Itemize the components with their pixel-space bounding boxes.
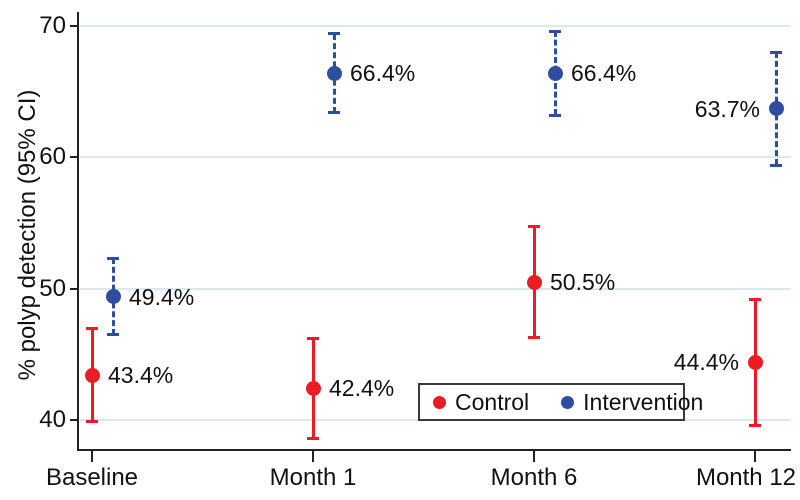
x-tick bbox=[312, 450, 314, 462]
error-bar-cap-top-intervention-month-6 bbox=[549, 29, 561, 33]
y-tick-label: 50 bbox=[39, 274, 66, 302]
y-tick bbox=[70, 156, 78, 159]
data-point-label-control-baseline: 43.4% bbox=[108, 362, 174, 389]
legend-label-control: Control bbox=[455, 389, 530, 415]
control-marker-icon bbox=[433, 395, 446, 409]
data-point-label-intervention-month-1: 66.4% bbox=[350, 60, 416, 87]
gridline bbox=[80, 287, 791, 290]
x-tick-label: Month 6 bbox=[490, 464, 578, 491]
x-tick-label: Month 1 bbox=[269, 464, 357, 491]
error-bar-cap-bottom-intervention-month-6 bbox=[549, 113, 561, 117]
x-tick-label: Month 12 bbox=[695, 464, 797, 491]
error-bar-cap-top-intervention-month-1 bbox=[328, 32, 340, 36]
y-tick-label: 40 bbox=[39, 406, 66, 433]
error-bar-cap-bottom-control-baseline bbox=[86, 419, 98, 423]
x-tick bbox=[533, 450, 535, 462]
gridline bbox=[80, 156, 791, 159]
data-point-marker-intervention-baseline bbox=[105, 289, 121, 305]
error-bar-cap-bottom-control-month-1 bbox=[307, 436, 319, 440]
data-point-marker-intervention-month-1 bbox=[326, 65, 342, 81]
data-point-marker-control-month-12 bbox=[747, 354, 763, 370]
legend-item-control: Control bbox=[433, 390, 529, 414]
x-tick-label: Baseline bbox=[45, 464, 139, 491]
legend-label-intervention: Intervention bbox=[583, 389, 704, 415]
data-point-label-control-month-6: 50.5% bbox=[550, 269, 616, 296]
data-point-label-intervention-month-6: 66.4% bbox=[571, 60, 637, 87]
x-tick bbox=[91, 450, 93, 462]
error-bar-cap-top-control-month-6 bbox=[528, 225, 540, 229]
error-bar-cap-bottom-intervention-month-1 bbox=[328, 111, 340, 115]
error-bar-cap-top-control-month-1 bbox=[307, 337, 319, 341]
x-axis-line bbox=[77, 449, 791, 451]
error-bar-cap-bottom-intervention-month-12 bbox=[770, 163, 782, 167]
gridline bbox=[80, 25, 791, 27]
intervention-marker-icon bbox=[561, 395, 575, 409]
legend-item-intervention: Intervention bbox=[561, 390, 703, 414]
y-tick-label: 60 bbox=[39, 143, 66, 171]
y-tick-label: 70 bbox=[39, 12, 66, 39]
x-tick bbox=[754, 450, 756, 462]
y-tick bbox=[70, 419, 78, 421]
legend: Control Intervention bbox=[418, 383, 703, 421]
error-bar-cap-bottom-control-month-12 bbox=[749, 423, 761, 427]
error-bar-cap-top-intervention-month-12 bbox=[770, 50, 782, 54]
error-bar-cap-bottom-intervention-baseline bbox=[107, 333, 119, 337]
data-point-label-intervention-month-12: 63.7% bbox=[694, 95, 760, 122]
data-point-marker-intervention-month-6 bbox=[547, 65, 563, 81]
error-bar-cap-top-control-month-12 bbox=[749, 297, 761, 301]
error-bar-cap-top-intervention-baseline bbox=[107, 256, 119, 260]
error-bar-cap-bottom-control-month-6 bbox=[528, 335, 540, 339]
y-tick bbox=[70, 287, 78, 290]
data-point-label-control-month-1: 42.4% bbox=[329, 375, 395, 402]
y-axis-line bbox=[77, 12, 79, 450]
data-point-label-control-month-12: 44.4% bbox=[673, 349, 739, 376]
data-point-marker-control-month-1 bbox=[305, 380, 321, 396]
data-point-marker-control-month-6 bbox=[526, 274, 542, 290]
data-point-label-intervention-baseline: 49.4% bbox=[129, 283, 195, 310]
error-bar-cap-top-control-baseline bbox=[86, 326, 98, 330]
data-point-marker-intervention-month-12 bbox=[768, 101, 784, 117]
y-tick bbox=[70, 25, 78, 27]
data-point-marker-control-baseline bbox=[84, 367, 100, 383]
